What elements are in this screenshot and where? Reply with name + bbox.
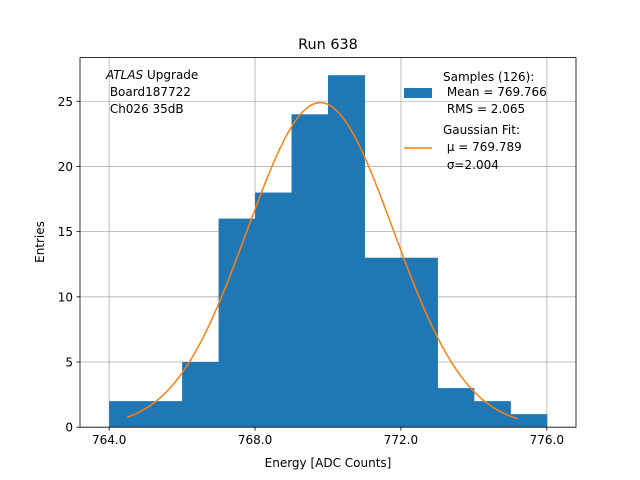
annotation-line-2: Board187722 bbox=[106, 85, 191, 99]
hist-bar-11 bbox=[510, 414, 548, 428]
y-tick-label-0: 0 bbox=[65, 421, 73, 435]
hist-bar-0 bbox=[109, 401, 147, 428]
hist-bar-3 bbox=[218, 218, 256, 428]
y-axis-ticks: 0 5 10 15 20 25 bbox=[58, 95, 80, 435]
legend-fit-line-1: Gaussian Fit: bbox=[443, 123, 520, 137]
y-axis-label: Entries bbox=[33, 221, 47, 263]
hist-bar-2 bbox=[182, 362, 220, 428]
x-axis-ticks: 764.0 768.0 772.0 776.0 bbox=[92, 427, 564, 447]
annotation-line-1: ATLAS Upgrade bbox=[105, 68, 198, 82]
annotation-line-3: Ch026 35dB bbox=[106, 102, 184, 116]
hist-bar-4 bbox=[255, 192, 293, 428]
legend: Samples (126): Mean = 769.766 RMS = 2.06… bbox=[404, 70, 547, 172]
hist-bar-9 bbox=[437, 388, 475, 428]
legend-hist-swatch bbox=[404, 88, 432, 98]
x-tick-label-3: 776.0 bbox=[530, 433, 564, 447]
gaussian-fit-curve bbox=[127, 101, 518, 420]
x-tick-label-2: 772.0 bbox=[384, 433, 418, 447]
hist-bar-1 bbox=[145, 401, 183, 428]
plot-frame bbox=[79, 57, 577, 428]
legend-fit-sigma: σ=2.004 bbox=[447, 158, 499, 172]
y-tick-label-1: 5 bbox=[65, 356, 73, 370]
hist-bar-8 bbox=[400, 257, 438, 428]
x-axis-label: Energy [ADC Counts] bbox=[265, 456, 392, 470]
annotation-upgrade: Upgrade bbox=[143, 68, 198, 82]
legend-hist-line-3: RMS = 2.065 bbox=[443, 102, 525, 116]
hist-bar-7 bbox=[364, 257, 402, 428]
y-tick-label-5: 25 bbox=[58, 95, 73, 109]
y-tick-label-2: 10 bbox=[58, 290, 73, 304]
legend-fit-line-3: σ=2.004 bbox=[443, 158, 499, 172]
hist-bar-6 bbox=[328, 75, 365, 428]
hist-bar-5 bbox=[291, 114, 329, 428]
x-tick-label-0: 764.0 bbox=[92, 433, 126, 447]
x-tick-label-1: 768.0 bbox=[238, 433, 272, 447]
y-tick-label-3: 15 bbox=[58, 225, 73, 239]
y-tick-label-4: 20 bbox=[58, 160, 73, 174]
annotation-atlas: ATLAS bbox=[105, 68, 144, 82]
histogram-bars bbox=[109, 75, 548, 428]
legend-hist-line-2: Mean = 769.766 bbox=[443, 85, 547, 99]
legend-hist-line-1: Samples (126): bbox=[443, 70, 534, 84]
chart-title: Run 638 bbox=[298, 37, 358, 53]
legend-fit-line-2: μ = 769.789 bbox=[443, 140, 522, 154]
